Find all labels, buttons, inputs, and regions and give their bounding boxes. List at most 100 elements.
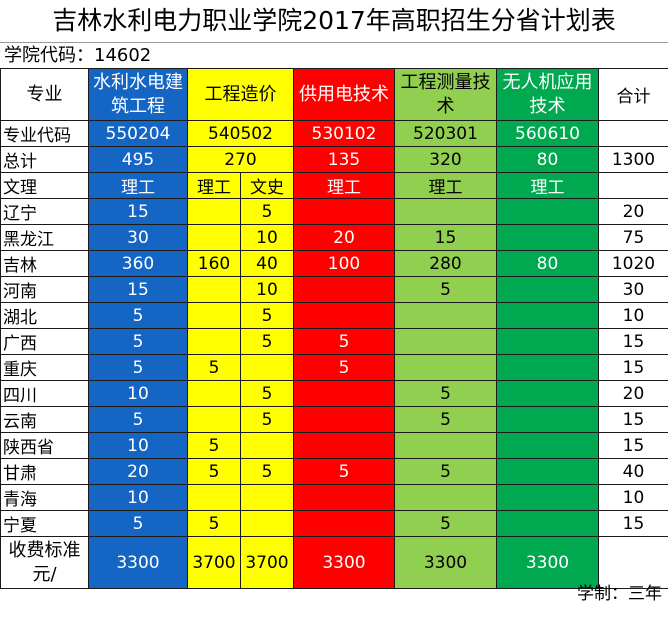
fee-cell: 3300 — [394, 536, 497, 589]
plan-cell — [496, 406, 599, 433]
province-total: 10 — [598, 484, 668, 511]
plan-cell: 5 — [394, 276, 497, 303]
province-total: 75 — [598, 224, 668, 251]
plan-cell — [293, 484, 395, 511]
province-rows: 辽宁 15 5 20 黑龙江 30 10 20 15 75 吉林 360 160… — [0, 198, 668, 537]
code-total-cell — [598, 120, 668, 147]
plan-cell: 5 — [88, 354, 188, 381]
header-major-label: 专业 — [0, 68, 89, 121]
province-total: 10 — [598, 302, 668, 329]
fee-cell: 3700 — [187, 536, 241, 589]
plan-cell: 10 — [88, 432, 188, 459]
province-total: 15 — [598, 406, 668, 433]
fee-cell: 3700 — [240, 536, 294, 589]
province-row: 重庆 5 5 5 15 — [0, 354, 668, 381]
plan-cell — [496, 380, 599, 407]
plan-cell — [496, 276, 599, 303]
province-total: 40 — [598, 458, 668, 485]
subject-total-cell — [598, 172, 668, 199]
subject-cell: 理工 — [88, 172, 188, 199]
plan-cell: 5 — [88, 510, 188, 537]
province-name: 四川 — [0, 380, 89, 407]
plan-cell: 5 — [187, 432, 241, 459]
plan-cell — [293, 302, 395, 329]
plan-cell — [187, 484, 241, 511]
plan-cell: 5 — [240, 458, 294, 485]
plan-cell: 30 — [88, 224, 188, 251]
header-major-5: 无人机应用技术 — [496, 68, 599, 121]
fee-row-label: 收费标准元/ — [0, 536, 89, 589]
fee-row: 收费标准元/ 3300 3700 3700 3300 3300 3300 — [0, 536, 668, 589]
plan-cell: 5 — [88, 302, 188, 329]
sum-row: 总计 495 270 135 320 80 1300 — [0, 146, 668, 173]
code-cell: 520301 — [394, 120, 497, 147]
header-major-2: 工程造价 — [187, 68, 294, 121]
province-row: 甘肃 20 5 5 5 5 40 — [0, 458, 668, 485]
plan-cell — [496, 198, 599, 225]
plan-cell: 5 — [240, 328, 294, 355]
plan-cell: 20 — [293, 224, 395, 251]
subject-row-label: 文理 — [0, 172, 89, 199]
plan-cell: 15 — [88, 276, 188, 303]
plan-cell: 5 — [240, 380, 294, 407]
plan-cell: 5 — [293, 354, 395, 381]
plan-cell — [240, 510, 294, 537]
plan-cell — [240, 432, 294, 459]
province-name: 云南 — [0, 406, 89, 433]
code-cell: 540502 — [187, 120, 294, 147]
plan-cell: 10 — [88, 484, 188, 511]
province-name: 湖北 — [0, 302, 89, 329]
sum-row-label: 总计 — [0, 146, 89, 173]
sum-cell: 80 — [496, 146, 599, 173]
study-duration: 学制：三年 — [577, 584, 662, 604]
plan-cell — [496, 510, 599, 537]
plan-cell: 10 — [240, 224, 294, 251]
plan-cell — [394, 198, 497, 225]
school-code: 学院代码：14602 — [0, 42, 668, 67]
plan-cell — [187, 302, 241, 329]
sum-cell: 320 — [394, 146, 497, 173]
province-name: 青海 — [0, 484, 89, 511]
province-row: 湖北 5 5 10 — [0, 302, 668, 329]
plan-cell — [187, 276, 241, 303]
province-total: 15 — [598, 354, 668, 381]
plan-cell: 5 — [394, 406, 497, 433]
plan-cell — [187, 380, 241, 407]
plan-cell — [293, 198, 395, 225]
plan-cell — [240, 354, 294, 381]
plan-cell — [496, 224, 599, 251]
province-name: 甘肃 — [0, 458, 89, 485]
plan-cell: 5 — [187, 510, 241, 537]
code-cell: 550204 — [88, 120, 188, 147]
enrollment-plan-table: 专业 水利水电建筑工程 工程造价 供用电技术 工程测量技术 无人机应用技术 合计… — [0, 68, 668, 589]
plan-cell: 15 — [88, 198, 188, 225]
plan-cell — [496, 458, 599, 485]
plan-cell — [187, 328, 241, 355]
plan-cell: 5 — [394, 458, 497, 485]
plan-cell — [394, 354, 497, 381]
plan-cell: 5 — [293, 458, 395, 485]
fee-cell: 3300 — [88, 536, 188, 589]
sum-cell: 270 — [187, 146, 294, 173]
plan-cell: 15 — [394, 224, 497, 251]
province-total: 20 — [598, 380, 668, 407]
province-total: 15 — [598, 432, 668, 459]
province-name: 宁夏 — [0, 510, 89, 537]
plan-cell: 10 — [88, 380, 188, 407]
subject-row: 文理 理工 理工 文史 理工 理工 理工 — [0, 172, 668, 199]
plan-cell — [496, 484, 599, 511]
plan-cell: 360 — [88, 250, 188, 277]
province-name: 黑龙江 — [0, 224, 89, 251]
plan-cell: 5 — [88, 406, 188, 433]
plan-cell — [394, 432, 497, 459]
province-row: 广西 5 5 5 15 — [0, 328, 668, 355]
plan-cell — [240, 484, 294, 511]
plan-cell: 5 — [240, 406, 294, 433]
province-row: 陕西省 10 5 15 — [0, 432, 668, 459]
province-row: 河南 15 10 5 30 — [0, 276, 668, 303]
plan-cell — [496, 432, 599, 459]
plan-cell — [496, 354, 599, 381]
province-name: 广西 — [0, 328, 89, 355]
fee-cell: 3300 — [293, 536, 395, 589]
plan-cell: 5 — [394, 380, 497, 407]
